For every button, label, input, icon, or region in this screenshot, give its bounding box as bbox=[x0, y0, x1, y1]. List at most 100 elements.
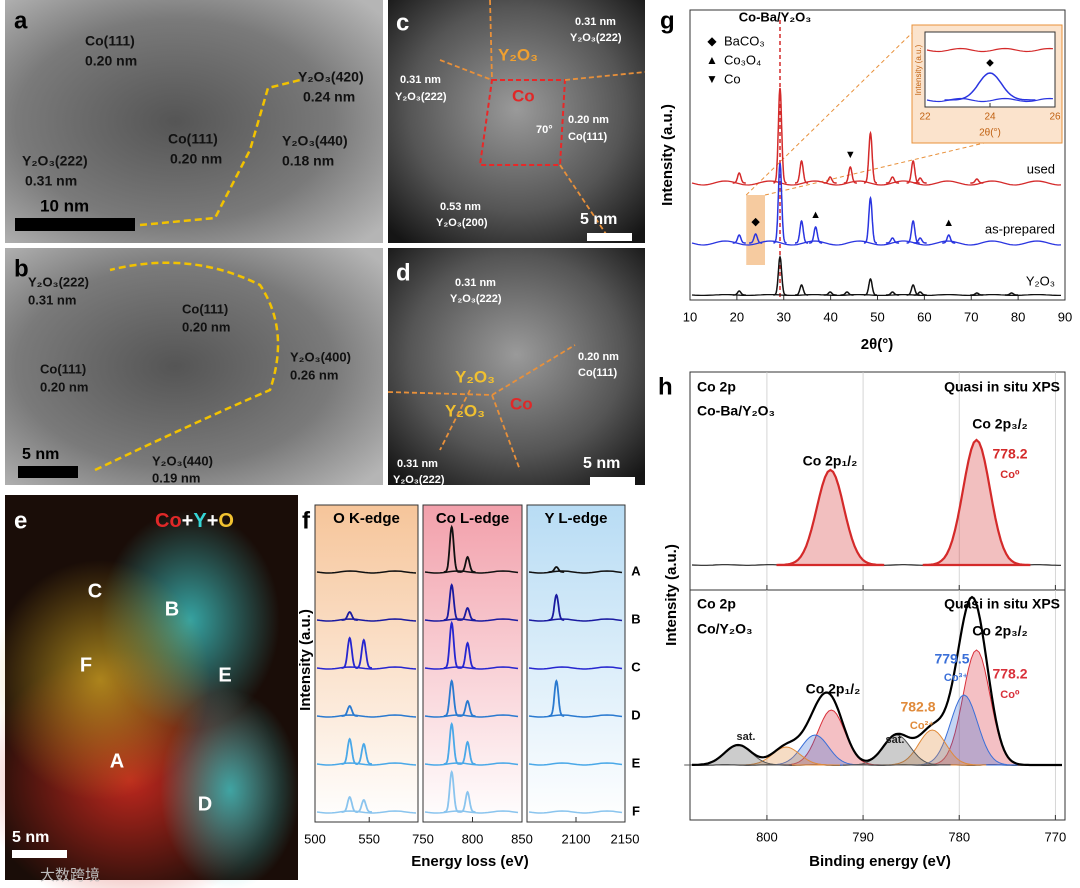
annotation: 0.31 nm bbox=[455, 277, 496, 289]
panel-label: h bbox=[658, 373, 673, 400]
boundary bbox=[478, 79, 567, 166]
peak bbox=[459, 606, 476, 621]
annotation: 0.19 nm bbox=[152, 470, 200, 485]
scale-bar bbox=[590, 477, 635, 485]
component-label: 778.2 bbox=[992, 666, 1027, 682]
micrograph bbox=[388, 248, 645, 485]
inset-x-label: 2θ(°) bbox=[979, 128, 1001, 139]
peak-marker: ▼ bbox=[845, 149, 856, 161]
annotation: Quasi in situ XPS bbox=[944, 596, 1060, 612]
annotation: Y₂O₃ bbox=[455, 367, 495, 386]
x-tick-label: 30 bbox=[777, 309, 791, 324]
x-tick-label: 20 bbox=[730, 309, 744, 324]
baseline bbox=[424, 714, 519, 718]
x-tick-label: 770 bbox=[1045, 829, 1067, 844]
x-tick-label: 750 bbox=[412, 831, 434, 846]
map-element: + bbox=[182, 510, 194, 532]
envelope bbox=[692, 595, 1062, 767]
x-tick-label: 790 bbox=[852, 829, 874, 844]
legend-symbol: ▲ bbox=[706, 53, 718, 67]
annotation: Co 2p bbox=[697, 596, 736, 612]
scale-bar bbox=[587, 233, 632, 241]
x-tick-label: 10 bbox=[683, 309, 697, 324]
panel-d bbox=[387, 248, 645, 485]
peak bbox=[341, 704, 358, 717]
legend-label: Co₃O₄ bbox=[724, 52, 761, 67]
annotation: Y₂O₃(440) bbox=[282, 133, 348, 149]
baseline bbox=[316, 714, 417, 718]
legend-symbol: ▼ bbox=[706, 72, 718, 86]
annotation: Y₂O₃(440) bbox=[152, 453, 213, 468]
annotation: 0.20 nm bbox=[568, 114, 609, 126]
annotation: Y₂O₃(420) bbox=[298, 69, 364, 85]
scale-label: 5 nm bbox=[22, 446, 59, 463]
boundary bbox=[139, 78, 301, 227]
baseline bbox=[528, 618, 623, 622]
map-legend: Co+Y+O bbox=[155, 510, 234, 532]
component bbox=[878, 729, 987, 766]
component-label: Co⁰ bbox=[1000, 689, 1020, 701]
peak bbox=[459, 699, 476, 717]
legend-label: Co bbox=[724, 71, 741, 86]
peak bbox=[809, 226, 823, 244]
peak bbox=[823, 176, 837, 184]
annotation: 0.31 nm bbox=[575, 16, 616, 28]
peak bbox=[840, 291, 854, 296]
series-label: as-prepared bbox=[985, 221, 1055, 236]
annotation: Co 2p bbox=[697, 379, 736, 395]
x-tick-label: 550 bbox=[358, 831, 380, 846]
series-label: A bbox=[631, 563, 641, 578]
peak bbox=[459, 641, 476, 669]
panel-a bbox=[5, 0, 383, 243]
annotation: 0.24 nm bbox=[303, 89, 355, 105]
peak bbox=[443, 769, 460, 813]
component-label: 778.2 bbox=[992, 446, 1027, 462]
annotation: Co 2p₁/₂ bbox=[806, 681, 861, 697]
peak-marker: ▲ bbox=[943, 217, 954, 229]
panel-label: e bbox=[14, 507, 27, 534]
annotation: Y₂O₃(222) bbox=[22, 153, 88, 169]
map-element: Y bbox=[193, 510, 207, 532]
annotation: Y₂O₃(222) bbox=[570, 32, 622, 44]
x-tick-label: 2150 bbox=[611, 831, 640, 846]
peak bbox=[906, 159, 920, 184]
peak bbox=[942, 234, 956, 244]
peak bbox=[795, 159, 809, 184]
annotation: Co(111) bbox=[40, 361, 86, 376]
series-label: used bbox=[1027, 161, 1055, 176]
annotation: 0.31 nm bbox=[25, 173, 77, 189]
annotation: 0.18 nm bbox=[282, 153, 334, 169]
baseline bbox=[528, 570, 623, 574]
component bbox=[777, 709, 886, 766]
peak bbox=[970, 292, 984, 296]
inset-peak bbox=[944, 72, 1036, 101]
point-label: F bbox=[80, 654, 92, 676]
map-region bbox=[0, 560, 210, 800]
annotation: Y₂O₃ bbox=[445, 401, 485, 420]
inset-baseline bbox=[926, 47, 1054, 53]
annotation: 0.20 nm bbox=[578, 351, 619, 363]
series-label: B bbox=[631, 611, 640, 626]
segment-label: O K-edge bbox=[333, 510, 400, 527]
baseline bbox=[424, 666, 519, 670]
x-axis-label: Binding energy (eV) bbox=[809, 853, 951, 870]
x-tick-label: 780 bbox=[948, 829, 970, 844]
segment-label: Co L-edge bbox=[436, 510, 509, 527]
x-tick-label: 800 bbox=[756, 829, 778, 844]
annotation: Co(111) bbox=[182, 301, 228, 316]
peak bbox=[341, 795, 358, 813]
chart-title: Co-Ba/Y₂O₃ bbox=[739, 9, 811, 24]
baseline bbox=[528, 762, 623, 766]
point-label: E bbox=[218, 664, 231, 686]
peak bbox=[773, 87, 787, 184]
baseline bbox=[424, 810, 519, 814]
x-tick-label: 50 bbox=[870, 309, 884, 324]
micrograph bbox=[5, 0, 383, 243]
watermark: 大数跨境 bbox=[40, 866, 100, 884]
annotation: 0.26 nm bbox=[290, 367, 338, 382]
baseline bbox=[528, 714, 623, 718]
annotation: 0.31 nm bbox=[400, 74, 441, 86]
peak bbox=[355, 798, 372, 813]
peak bbox=[773, 162, 787, 244]
peak bbox=[749, 233, 763, 244]
